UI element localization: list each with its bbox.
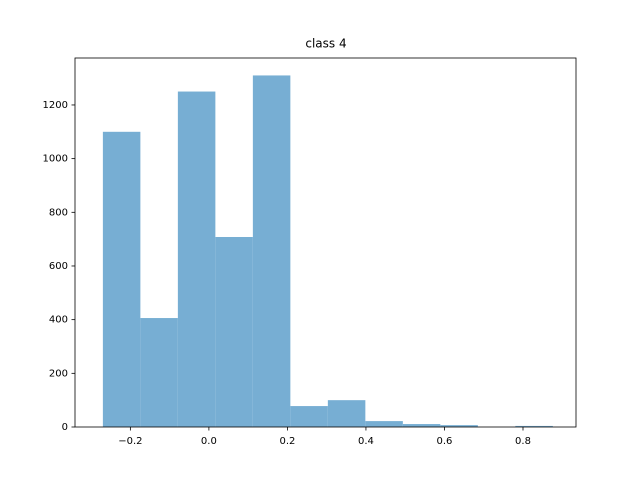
bar	[440, 425, 478, 427]
y-tick-label: 600	[49, 261, 68, 272]
x-tick-label: 0.4	[358, 436, 374, 447]
y-tick-label: 1200	[43, 100, 68, 111]
bar	[402, 424, 441, 427]
bar	[327, 400, 366, 427]
x-tick-label: 0.6	[437, 436, 453, 447]
axes-frame	[74, 57, 577, 428]
y-tick-label: 800	[49, 207, 68, 218]
bar	[290, 406, 328, 427]
chart-title: class 4	[305, 37, 346, 51]
x-tick-label: 0.0	[201, 436, 217, 447]
y-tick-label: 1000	[43, 154, 68, 165]
bar	[515, 425, 553, 427]
y-tick-label: 200	[49, 368, 68, 379]
y-tick-label: 400	[49, 315, 68, 326]
x-tick-label: 0.2	[279, 436, 295, 447]
bar	[252, 75, 291, 427]
bar	[177, 91, 216, 427]
bar	[215, 236, 253, 427]
bar	[365, 421, 403, 427]
bar	[140, 318, 178, 427]
y-tick-label: 0	[62, 422, 68, 433]
bar	[102, 131, 141, 428]
x-tick-label: 0.8	[515, 436, 531, 447]
x-tick-label: −0.2	[118, 436, 142, 447]
